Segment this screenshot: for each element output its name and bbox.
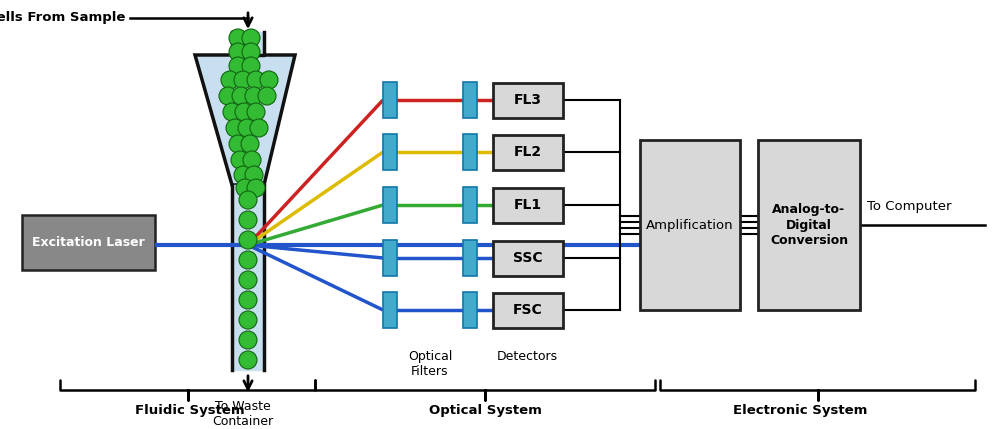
Text: FL2: FL2 [514, 145, 542, 159]
Polygon shape [195, 55, 295, 185]
Text: Amplification: Amplification [646, 218, 734, 232]
Text: FSC: FSC [513, 303, 543, 317]
Circle shape [239, 211, 257, 229]
Circle shape [229, 29, 247, 47]
Polygon shape [232, 185, 264, 370]
FancyBboxPatch shape [463, 187, 477, 223]
Circle shape [239, 271, 257, 289]
Text: FL1: FL1 [514, 198, 542, 212]
FancyBboxPatch shape [463, 134, 477, 170]
Circle shape [247, 103, 265, 121]
FancyBboxPatch shape [383, 134, 397, 170]
Text: Analog-to-
Digital
Conversion: Analog-to- Digital Conversion [770, 203, 848, 247]
Circle shape [238, 119, 256, 137]
Text: Cells From Sample: Cells From Sample [0, 12, 125, 24]
Circle shape [247, 71, 265, 89]
Circle shape [229, 43, 247, 61]
Text: SSC: SSC [513, 251, 543, 265]
FancyBboxPatch shape [493, 135, 563, 169]
Polygon shape [232, 32, 264, 55]
Circle shape [223, 103, 241, 121]
FancyBboxPatch shape [463, 240, 477, 276]
FancyBboxPatch shape [463, 82, 477, 118]
Text: To Computer: To Computer [867, 200, 952, 213]
Circle shape [242, 57, 260, 75]
Circle shape [241, 135, 259, 153]
FancyBboxPatch shape [640, 140, 740, 310]
Circle shape [243, 151, 261, 169]
Circle shape [239, 311, 257, 329]
Text: Excitation Laser: Excitation Laser [32, 236, 145, 249]
Text: Excitation Laser: Excitation Laser [22, 252, 122, 265]
FancyBboxPatch shape [383, 240, 397, 276]
Circle shape [235, 103, 253, 121]
Circle shape [242, 43, 260, 61]
Circle shape [234, 166, 252, 184]
FancyBboxPatch shape [383, 82, 397, 118]
Circle shape [245, 87, 263, 105]
Circle shape [221, 71, 239, 89]
Text: Optical
Filters: Optical Filters [408, 350, 452, 378]
FancyBboxPatch shape [383, 187, 397, 223]
Circle shape [260, 71, 278, 89]
FancyBboxPatch shape [493, 293, 563, 327]
Text: FL3: FL3 [514, 93, 542, 107]
Circle shape [239, 291, 257, 309]
Text: Electronic System: Electronic System [733, 404, 867, 417]
FancyBboxPatch shape [493, 241, 563, 275]
Circle shape [231, 151, 249, 169]
FancyBboxPatch shape [463, 292, 477, 328]
FancyBboxPatch shape [493, 82, 563, 118]
FancyBboxPatch shape [493, 187, 563, 223]
Circle shape [250, 119, 268, 137]
Circle shape [247, 179, 265, 197]
FancyBboxPatch shape [22, 215, 155, 270]
Circle shape [219, 87, 237, 105]
Circle shape [234, 71, 252, 89]
Circle shape [232, 87, 250, 105]
Circle shape [239, 331, 257, 349]
Text: Detectors: Detectors [496, 350, 558, 363]
Circle shape [226, 119, 244, 137]
Circle shape [258, 87, 276, 105]
Circle shape [239, 231, 257, 249]
Text: Optical System: Optical System [429, 404, 541, 417]
Circle shape [245, 166, 263, 184]
Circle shape [229, 135, 247, 153]
Text: Fluidic System: Fluidic System [135, 404, 245, 417]
FancyBboxPatch shape [758, 140, 860, 310]
Circle shape [242, 29, 260, 47]
Circle shape [236, 179, 254, 197]
Circle shape [239, 191, 257, 209]
FancyBboxPatch shape [383, 292, 397, 328]
Circle shape [239, 351, 257, 369]
Circle shape [239, 251, 257, 269]
Circle shape [229, 57, 247, 75]
Text: To Waste
Container: To Waste Container [212, 400, 274, 428]
